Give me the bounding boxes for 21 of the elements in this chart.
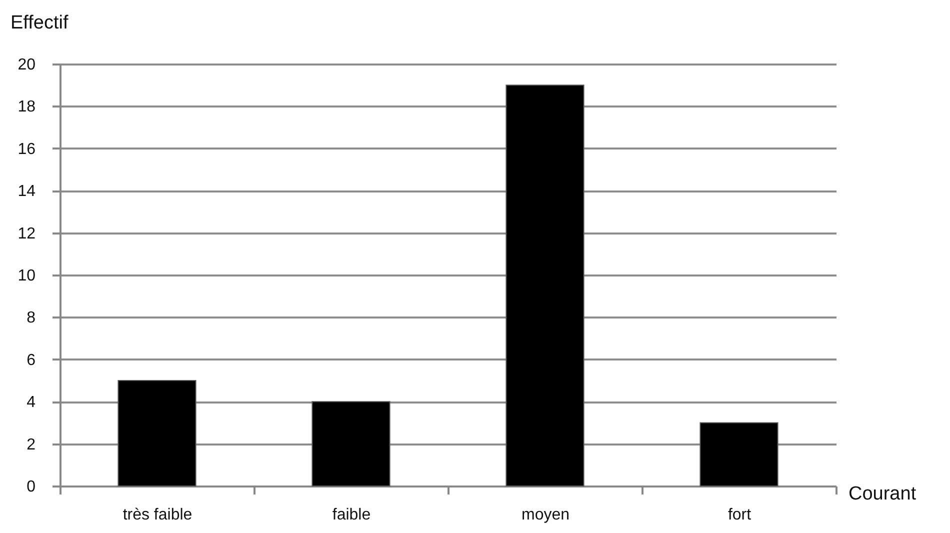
y-tick-label: 6: [26, 352, 36, 369]
x-tick-label: moyen: [521, 506, 570, 524]
x-axis-title: Courant: [848, 484, 917, 504]
y-tick-label: 4: [26, 394, 36, 412]
y-tick-label: 18: [18, 98, 36, 116]
y-tick-label: 14: [18, 183, 36, 200]
y-tick-label: 8: [26, 310, 36, 327]
y-axis-title: Effectif: [10, 12, 69, 34]
y-tick-label: 0: [26, 478, 36, 496]
x-tick-label: fort: [728, 506, 752, 524]
bar: [506, 84, 584, 486]
bar: [312, 401, 390, 486]
y-tick-label: 2: [26, 436, 36, 454]
y-tick-label: 20: [18, 56, 36, 74]
bar: [700, 422, 778, 486]
y-tick-label: 16: [18, 140, 36, 158]
x-tick-label: très faible: [122, 506, 192, 524]
bar: [118, 380, 196, 486]
y-tick-label: 10: [18, 268, 36, 284]
x-tick-label: faible: [332, 506, 371, 524]
y-tick-label: 12: [18, 225, 36, 242]
